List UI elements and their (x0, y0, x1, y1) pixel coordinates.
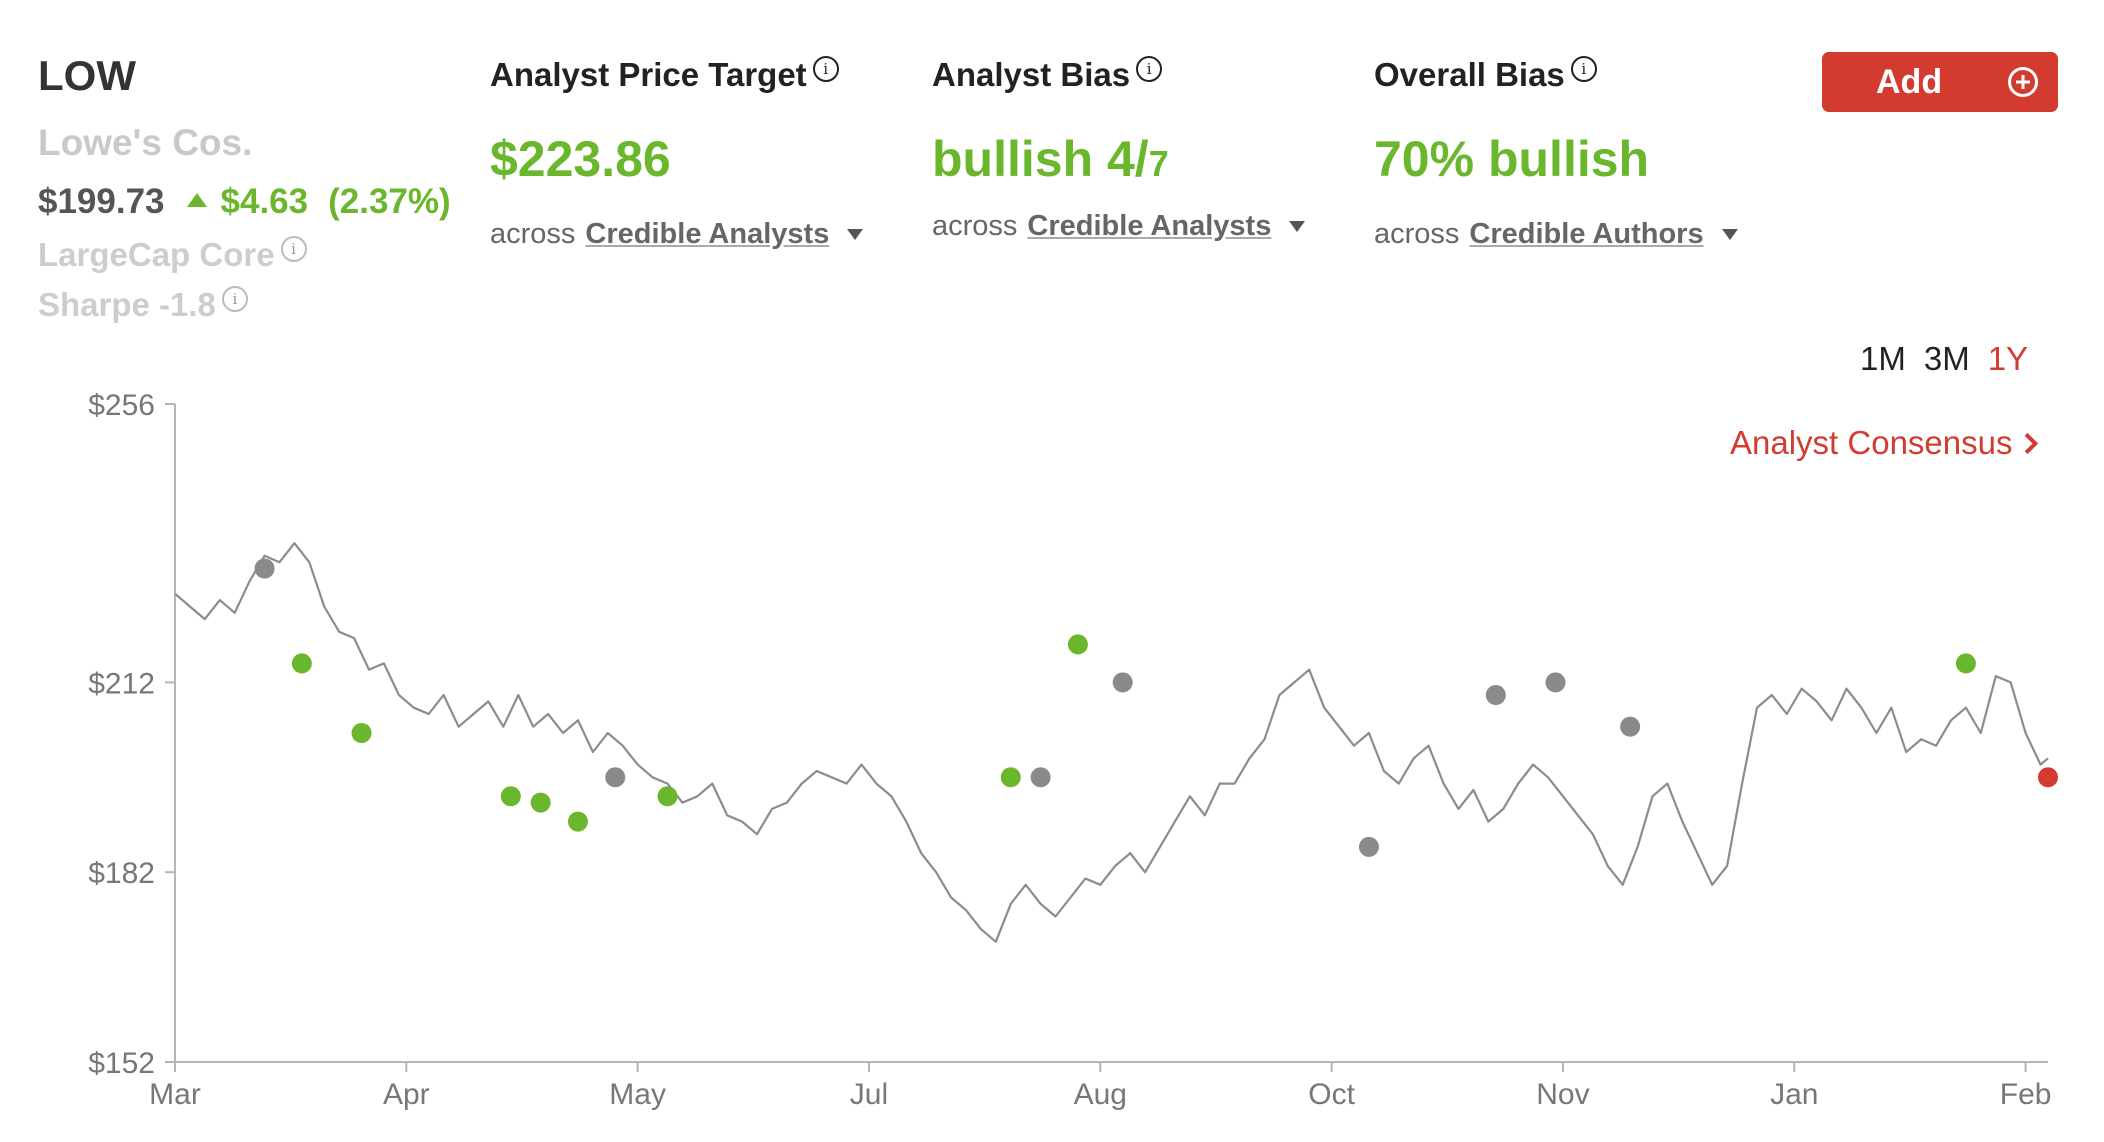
overall-bias-value: 70% bullish (1374, 131, 1650, 187)
ticker-symbol: LOW (38, 52, 136, 99)
cap-category-label: LargeCap Core (38, 236, 275, 273)
rating-marker-bullish[interactable] (1955, 653, 1976, 674)
price-change: $4.63 (220, 182, 309, 221)
rating-marker-bullish[interactable] (291, 653, 312, 674)
info-icon[interactable]: i (812, 56, 839, 82)
rating-marker-bullish[interactable] (1000, 767, 1021, 788)
rating-marker-current[interactable] (2038, 767, 2058, 788)
sharpe-ratio: Sharpe -1.8 i (38, 286, 248, 324)
analyst-bias-value: bullish 4/7 (932, 130, 1169, 188)
analyst-consensus-link[interactable]: Analyst Consensus (1730, 424, 2039, 462)
x-tick-label: Jan (1770, 1078, 1818, 1111)
x-tick-label: Mar (149, 1078, 201, 1111)
analyst-bias-title: Analyst Bias (932, 56, 1131, 93)
company-name: Lowe's Cos. (38, 122, 253, 163)
analyst-bias-denominator: 7 (1148, 143, 1169, 184)
price-target-title: Analyst Price Target (490, 56, 807, 93)
analyst-bias-source: across Credible Analysts (932, 210, 1306, 243)
x-tick-label: Jul (850, 1078, 888, 1111)
x-tick-label: Nov (1536, 1078, 1589, 1111)
analyst-bias-main: bullish 4/ (932, 131, 1149, 187)
add-to-watchlist-button[interactable]: Add (1822, 52, 2058, 112)
x-tick-label: Aug (1074, 1078, 1127, 1111)
overall-bias-title: Overall Bias (1374, 56, 1565, 93)
analyst-consensus-label: Analyst Consensus (1730, 424, 2013, 461)
credible-analysts-link[interactable]: Credible Analysts (1027, 210, 1272, 242)
rating-marker-bullish[interactable] (567, 811, 588, 832)
info-icon[interactable]: i (221, 286, 248, 312)
add-button-label: Add (1876, 62, 1943, 101)
rating-marker-neutral[interactable] (605, 767, 626, 788)
rating-marker-neutral[interactable] (1620, 716, 1641, 737)
y-tick-label: $182 (88, 857, 155, 890)
rating-marker-neutral[interactable] (1030, 767, 1051, 788)
across-label: across (1374, 218, 1460, 250)
rating-marker-neutral[interactable] (1545, 672, 1566, 693)
info-icon[interactable]: i (1136, 56, 1163, 82)
y-tick-label: $212 (88, 667, 155, 700)
price-line-layer (174, 542, 2049, 943)
overall-bias-source: across Credible Authors (1374, 218, 1738, 251)
info-icon[interactable]: i (1570, 56, 1597, 82)
range-selector: 1M 3M 1Y (1860, 340, 2028, 378)
across-label: across (932, 210, 1018, 242)
range-1m[interactable]: 1M (1860, 340, 1906, 377)
rating-marker-neutral[interactable] (1112, 672, 1133, 693)
sharpe-label: Sharpe -1.8 (38, 286, 216, 323)
analyst-bias-heading: Analyst Bias i (932, 56, 1163, 94)
price-row: $199.73 $4.63 (2.37%) (38, 182, 451, 222)
info-icon[interactable]: i (280, 236, 307, 262)
plus-circle-icon (2008, 67, 2038, 97)
up-triangle-icon (186, 193, 207, 207)
x-tick-label: Feb (2000, 1078, 2052, 1111)
price-change-percent: (2.37%) (328, 182, 451, 221)
credible-authors-link[interactable]: Credible Authors (1469, 218, 1704, 250)
x-tick-label: Oct (1308, 1078, 1355, 1111)
rating-marker-neutral[interactable] (1358, 836, 1379, 857)
range-1y[interactable]: 1Y (1987, 340, 2029, 377)
rating-marker-bullish[interactable] (657, 786, 678, 807)
current-price: $199.73 (38, 182, 165, 221)
caret-down-icon[interactable] (1289, 221, 1306, 232)
range-3m[interactable]: 3M (1923, 340, 1970, 377)
price-target-source: across Credible Analysts (490, 218, 864, 251)
rating-marker-bullish[interactable] (351, 723, 372, 743)
price-target-heading: Analyst Price Target i (490, 56, 839, 94)
rating-marker-bullish[interactable] (1067, 634, 1088, 655)
rating-marker-neutral[interactable] (1485, 685, 1506, 706)
caret-down-icon[interactable] (1721, 229, 1738, 240)
rating-markers (254, 558, 2058, 857)
credible-analysts-link[interactable]: Credible Analysts (585, 218, 830, 250)
x-tick-label: May (609, 1078, 666, 1111)
cap-category: LargeCap Core i (38, 236, 307, 274)
y-tick-label: $256 (88, 389, 155, 422)
price-target-value: $223.86 (490, 131, 671, 187)
rating-marker-neutral[interactable] (254, 558, 275, 579)
rating-marker-bullish[interactable] (500, 786, 521, 807)
across-label: across (490, 218, 576, 250)
x-tick-label: Apr (383, 1078, 430, 1111)
y-tick-label: $152 (88, 1047, 155, 1080)
rating-marker-bullish[interactable] (530, 792, 551, 813)
caret-down-icon[interactable] (847, 229, 864, 240)
price-series-line (174, 542, 2049, 943)
overall-bias-heading: Overall Bias i (1374, 56, 1597, 94)
